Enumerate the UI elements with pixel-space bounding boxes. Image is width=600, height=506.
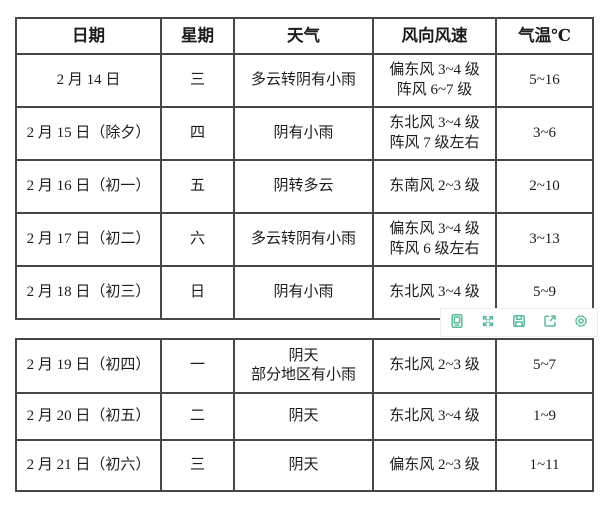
cell-wind: 偏东风 3~4 级 阵风 6~7 级 (372, 53, 497, 108)
share-button[interactable] (541, 314, 559, 332)
save-image-button[interactable] (510, 314, 528, 332)
header-row: 日期 星期 天气 风向风速 气温℃ (15, 17, 594, 55)
image-hover-toolbar (440, 308, 598, 337)
table-row: 2 月 15 日（除夕） 四 阴有小雨 东北风 3~4 级 阵风 7 级左右 3… (15, 106, 594, 161)
cell-date: 2 月 21 日（初六） (15, 439, 162, 492)
cell-temp: 1~11 (495, 439, 594, 492)
cell-temp: 5~7 (495, 338, 594, 394)
settings-icon (573, 313, 589, 332)
cell-weekday: 六 (160, 212, 235, 267)
cell-weekday: 二 (160, 392, 235, 441)
column-header-date: 日期 (15, 17, 162, 55)
cell-date: 2 月 15 日（除夕） (15, 106, 162, 161)
cell-weather: 阴有小雨 (233, 106, 374, 161)
cell-weather: 阴有小雨 (233, 265, 374, 320)
table-row: 2 月 21 日（初六） 三 阴天 偏东风 2~3 级 1~11 (15, 439, 594, 492)
cell-weekday: 三 (160, 439, 235, 492)
cell-weather: 阴天 (233, 439, 374, 492)
settings-button[interactable] (572, 314, 590, 332)
cell-wind: 东北风 3~4 级 (372, 392, 497, 441)
cell-weather: 阴转多云 (233, 159, 374, 214)
column-header-weather: 天气 (233, 17, 374, 55)
fullscreen-icon (480, 313, 496, 332)
cell-weekday: 四 (160, 106, 235, 161)
forecast-table-lower: 2 月 19 日（初四） 一 阴天 部分地区有小雨 东北风 2~3 级 5~7 … (15, 338, 594, 492)
cell-date: 2 月 18 日（初三） (15, 265, 162, 320)
table-row: 2 月 19 日（初四） 一 阴天 部分地区有小雨 东北风 2~3 级 5~7 (15, 338, 594, 394)
column-header-temp: 气温℃ (495, 17, 594, 55)
column-header-weekday: 星期 (160, 17, 235, 55)
cell-temp: 3~6 (495, 106, 594, 161)
view-image-button[interactable] (448, 314, 466, 332)
cell-weather: 多云转阴有小雨 (233, 212, 374, 267)
view-image-icon (449, 313, 465, 332)
share-icon (542, 313, 558, 332)
save-icon (511, 313, 527, 332)
fullscreen-button[interactable] (479, 314, 497, 332)
cell-weather: 阴天 (233, 392, 374, 441)
cell-temp: 3~13 (495, 212, 594, 267)
cell-temp: 5~16 (495, 53, 594, 108)
cell-weather: 多云转阴有小雨 (233, 53, 374, 108)
table-row: 2 月 17 日（初二） 六 多云转阴有小雨 偏东风 3~4 级 阵风 6 级左… (15, 212, 594, 267)
table-row: 2 月 20 日（初五） 二 阴天 东北风 3~4 级 1~9 (15, 392, 594, 441)
cell-temp: 2~10 (495, 159, 594, 214)
cell-date: 2 月 19 日（初四） (15, 338, 162, 394)
cell-wind: 东北风 3~4 级 (372, 265, 497, 320)
cell-weekday: 五 (160, 159, 235, 214)
cell-wind: 偏东风 2~3 级 (372, 439, 497, 492)
cell-weekday: 一 (160, 338, 235, 394)
cell-weekday: 日 (160, 265, 235, 320)
table-row: 2 月 14 日 三 多云转阴有小雨 偏东风 3~4 级 阵风 6~7 级 5~… (15, 53, 594, 108)
forecast-table-upper: 日期 星期 天气 风向风速 气温℃ 2 月 14 日 三 多云转阴有小雨 偏东风… (15, 17, 594, 320)
cell-weather: 阴天 部分地区有小雨 (233, 338, 374, 394)
cell-date: 2 月 14 日 (15, 53, 162, 108)
cell-wind: 东南风 2~3 级 (372, 159, 497, 214)
column-header-wind: 风向风速 (372, 17, 497, 55)
cell-wind: 东北风 2~3 级 (372, 338, 497, 394)
table-row: 2 月 16 日（初一） 五 阴转多云 东南风 2~3 级 2~10 (15, 159, 594, 214)
cell-weekday: 三 (160, 53, 235, 108)
table-row: 2 月 18 日（初三） 日 阴有小雨 东北风 3~4 级 5~9 (15, 265, 594, 320)
cell-wind: 偏东风 3~4 级 阵风 6 级左右 (372, 212, 497, 267)
cell-date: 2 月 16 日（初一） (15, 159, 162, 214)
cell-temp: 1~9 (495, 392, 594, 441)
cell-date: 2 月 17 日（初二） (15, 212, 162, 267)
cell-wind: 东北风 3~4 级 阵风 7 级左右 (372, 106, 497, 161)
cell-date: 2 月 20 日（初五） (15, 392, 162, 441)
